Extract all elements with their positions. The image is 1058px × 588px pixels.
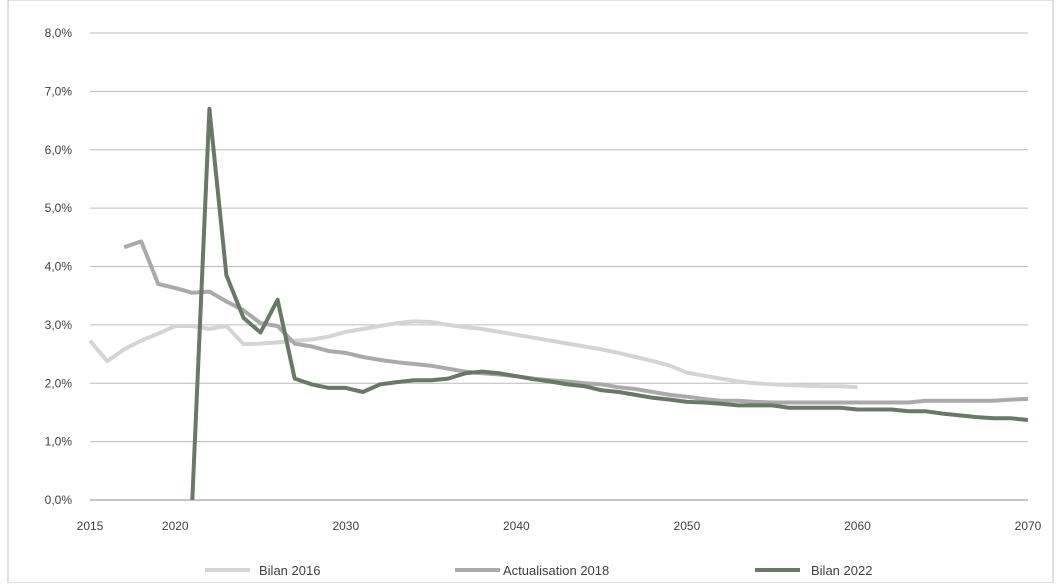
- legend-label: Bilan 2016: [259, 563, 320, 578]
- x-tick-label: 2070: [1015, 519, 1042, 533]
- x-tick-label: 2030: [332, 519, 359, 533]
- y-tick-label: 7,0%: [45, 84, 73, 98]
- x-tick-label: 2040: [503, 519, 530, 533]
- y-tick-label: 8,0%: [45, 26, 73, 40]
- y-tick-label: 1,0%: [45, 435, 73, 449]
- x-tick-label: 2050: [674, 519, 701, 533]
- legend-label: Actualisation 2018: [503, 563, 609, 578]
- y-axis-tick-labels: 0,0% 1,0% 2,0% 3,0% 4,0% 5,0% 6,0% 7,0% 8,0%: [45, 26, 73, 507]
- y-tick-label: 0,0%: [45, 493, 73, 507]
- y-tick-label: 5,0%: [45, 201, 73, 215]
- y-tick-label: 4,0%: [45, 260, 73, 274]
- y-tick-label: 6,0%: [45, 143, 73, 157]
- chart-frame: [8, 0, 1053, 583]
- legend-label: Bilan 2022: [811, 563, 872, 578]
- x-tick-label: 2020: [162, 519, 189, 533]
- x-tick-label: 2015: [77, 519, 104, 533]
- y-tick-label: 3,0%: [45, 318, 73, 332]
- x-tick-label: 2060: [844, 519, 871, 533]
- y-tick-label: 2,0%: [45, 376, 73, 390]
